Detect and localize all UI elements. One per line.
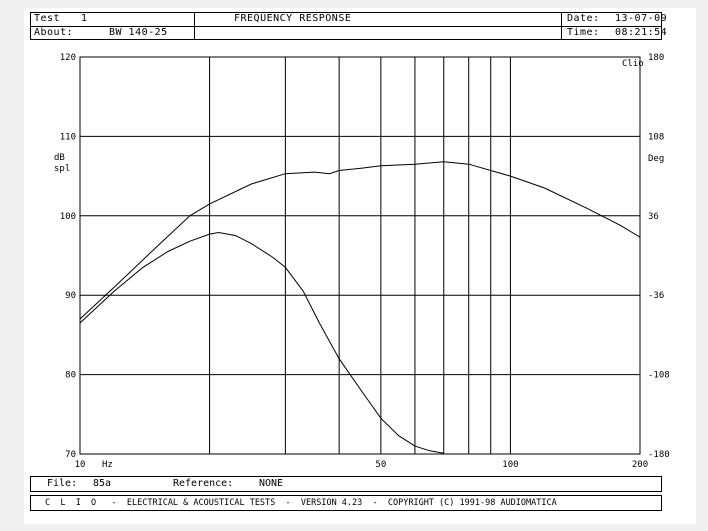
header-panel: Test 1 About: BW 140-25 FREQUENCY RESPON… [30,12,667,40]
copyright-text: C L I O - ELECTRICAL & ACOUSTICAL TESTS … [45,498,557,508]
y2-tick-label: -108 [648,371,670,381]
y-tick-label: 90 [65,291,76,301]
y-tick-label: 70 [65,450,76,460]
reference-value: NONE [259,478,284,489]
response-curve-upper [79,161,641,320]
about-label: About: [34,27,74,38]
y2-axis-label: Deg [648,154,664,164]
plot-frame [79,56,641,455]
y-axis-label: spl [54,164,70,174]
file-label: File: [47,478,78,489]
file-info-bar: File: 85a Reference: NONE [30,476,662,492]
x-tick-label: 10 [75,460,86,470]
x-unit-label: Hz [102,460,113,470]
y-tick-label: 120 [60,53,76,63]
test-value: 1 [81,13,88,24]
about-value: BW 140-25 [109,27,168,38]
y2-tick-label: 108 [648,132,664,142]
y2-tick-label: -180 [648,450,670,460]
test-label: Test [34,13,61,24]
file-value: 85a [93,478,112,489]
header-row-divider [31,26,561,27]
time-value: 08:21:54 [615,27,668,38]
y2-tick-label: -36 [648,291,664,301]
series-layer [79,161,641,454]
y-tick-label: 80 [65,371,76,381]
chart-title: FREQUENCY RESPONSE [234,13,352,24]
response-curve-lower [79,231,444,454]
header-row-divider [561,26,661,27]
date-label: Date: [567,13,600,24]
grid [80,57,640,454]
y2-top-marker: Clio [622,59,644,69]
x-tick-label: 200 [632,460,648,470]
y2-tick-label: 180 [648,53,664,63]
y-axis-label: dB [54,153,65,163]
y2-tick-label: 36 [648,212,659,222]
copyright-bar: C L I O - ELECTRICAL & ACOUSTICAL TESTS … [30,495,662,511]
y-tick-label: 100 [60,212,76,222]
y-tick-label: 110 [60,132,76,142]
time-label: Time: [567,27,600,38]
axis-labels: dB spl Deg Clio Hz 70 80 90 100 110 120 -180 -1… [54,53,670,470]
x-tick-label: 100 [502,460,518,470]
reference-label: Reference: [173,478,234,489]
x-tick-label: 50 [375,460,386,470]
date-value: 13-07-09 [615,13,668,24]
